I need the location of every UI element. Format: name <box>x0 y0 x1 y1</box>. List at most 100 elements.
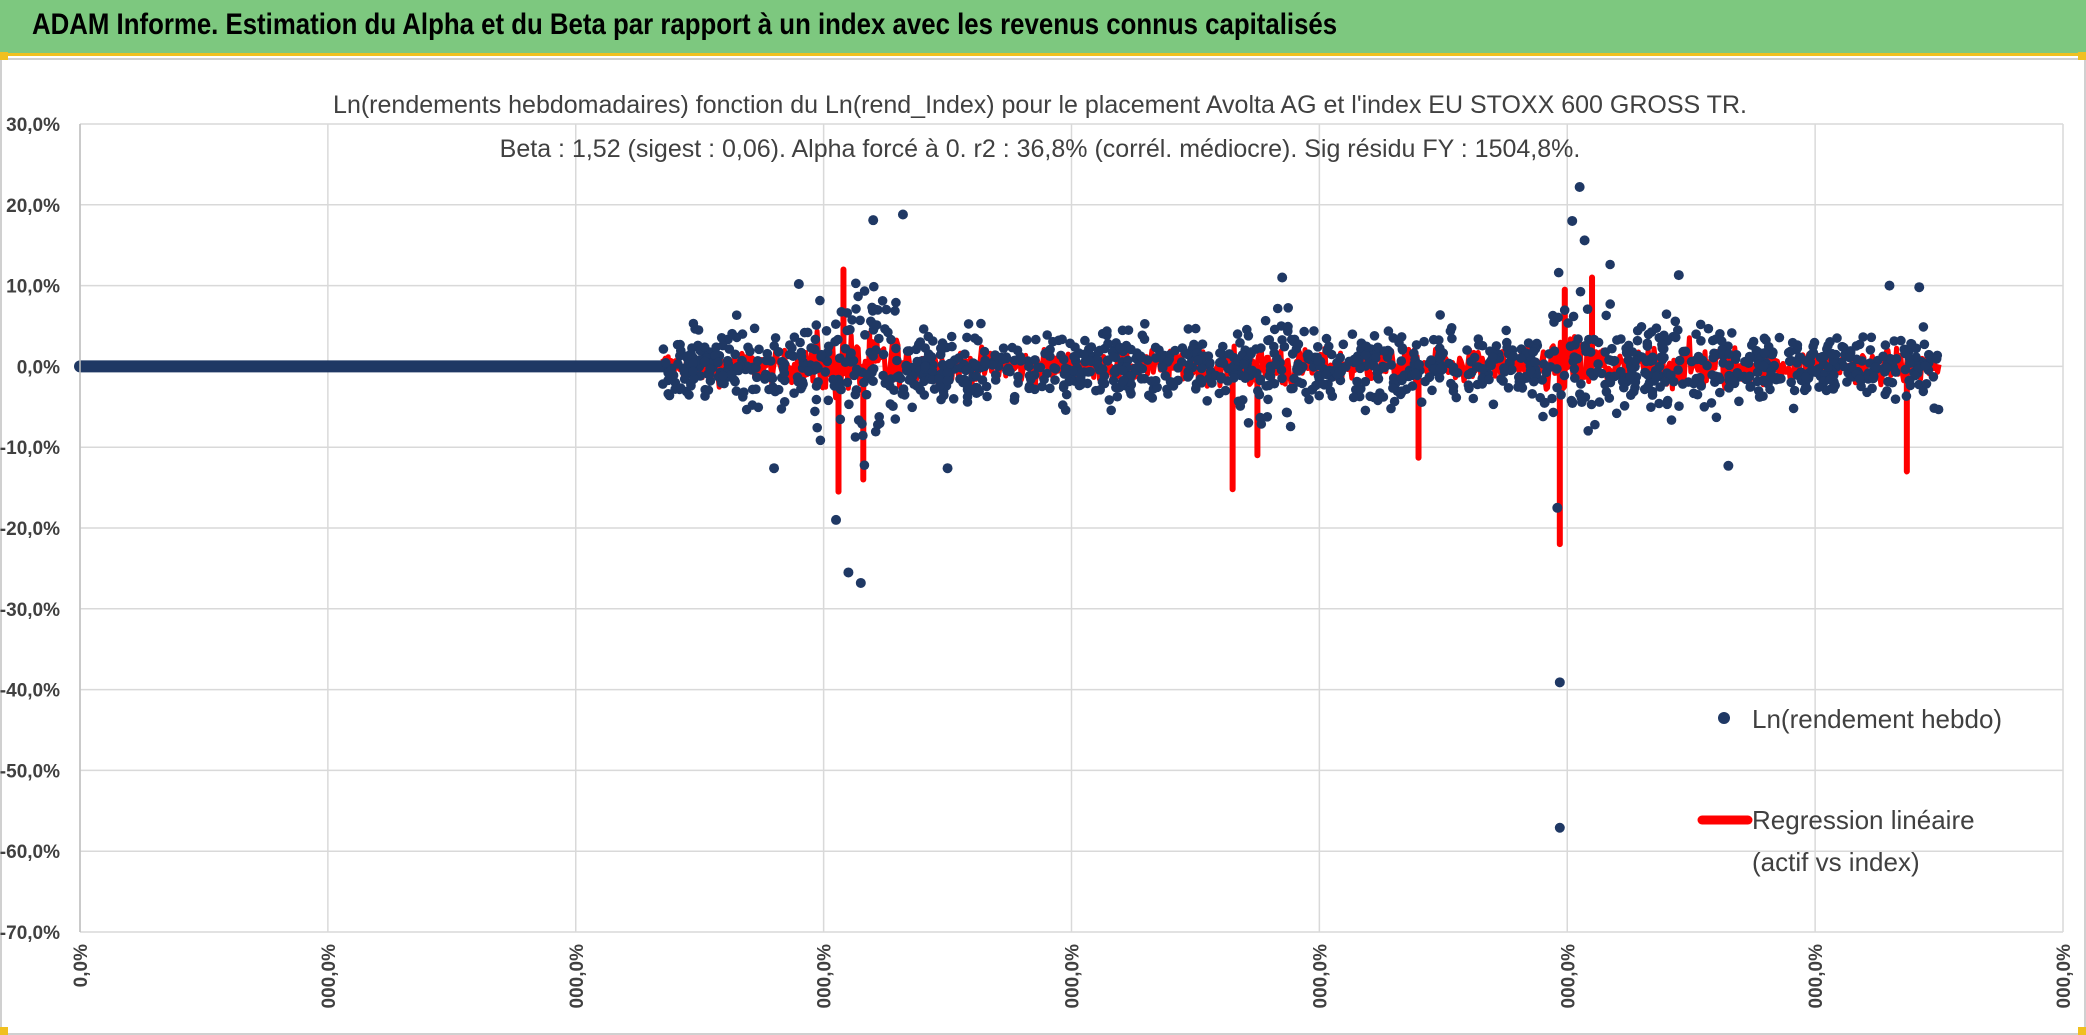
scatter-point <box>779 375 790 386</box>
scatter-point <box>1605 259 1615 270</box>
scatter-point <box>1158 362 1168 373</box>
scatter-point <box>1050 364 1061 374</box>
scatter-point <box>676 383 686 393</box>
scatter-point <box>1003 363 1014 374</box>
scatter-point <box>1075 373 1086 383</box>
scatter-point <box>851 278 861 289</box>
scatter-point <box>1788 403 1799 414</box>
scatter-point <box>1647 390 1658 400</box>
scatter-point <box>1837 341 1847 352</box>
scatter-point <box>1326 349 1337 360</box>
scatter-point <box>859 286 870 296</box>
scatter-point <box>1099 378 1110 389</box>
chart-legend: Ln(rendement hebdo) Regression linéaire … <box>1697 704 2002 877</box>
scatter-point <box>1386 403 1396 414</box>
scatter-point <box>1538 411 1548 422</box>
scatter-point <box>1868 373 1879 384</box>
legend-label-regression-1: Regression linéaire <box>1752 805 1975 835</box>
scatter-point <box>1789 385 1800 396</box>
scatter-point <box>1263 394 1273 405</box>
scatter-point <box>1632 335 1643 346</box>
scatter-point-outlier <box>942 463 953 474</box>
scatter-point <box>1321 369 1331 380</box>
scatter-point <box>733 362 743 372</box>
scatter-point <box>1262 412 1273 422</box>
scatter-point <box>833 334 843 345</box>
scatter-point <box>1389 396 1400 407</box>
y-tick-label: 20,0% <box>6 196 60 217</box>
scatter-point <box>1313 342 1323 352</box>
scatter-point <box>869 281 879 292</box>
scatter-point <box>1167 377 1178 388</box>
scatter-point <box>1702 360 1712 371</box>
scatter-point <box>1013 378 1023 388</box>
y-tick-label: 0,0% <box>17 357 60 378</box>
scatter-point <box>810 406 820 417</box>
scatter-point <box>857 419 867 429</box>
scatter-point <box>961 379 972 390</box>
scatter-point <box>658 344 669 354</box>
x-tick-label: 000,0% <box>815 944 836 1009</box>
frame-handle-top-left[interactable] <box>0 52 8 60</box>
scatter-point-outlier <box>1552 502 1563 513</box>
scatter-point <box>798 379 808 389</box>
scatter-point <box>1547 393 1557 404</box>
scatter-point <box>1285 421 1296 432</box>
scatter-point <box>1085 356 1095 366</box>
scatter-point <box>1191 384 1201 394</box>
scatter-point <box>1434 335 1444 345</box>
scatter-point <box>1484 374 1494 385</box>
frame-handle-bottom-left[interactable] <box>0 1027 8 1035</box>
scatter-point <box>1050 375 1060 385</box>
legend-label-scatter: Ln(rendement hebdo) <box>1752 704 2002 734</box>
scatter-point <box>1691 329 1701 340</box>
scatter-point <box>1786 377 1796 388</box>
scatter-point <box>1239 371 1249 382</box>
scatter-point <box>1844 352 1855 363</box>
frame-handle-bottom-right[interactable] <box>2078 1027 2086 1035</box>
scatter-point <box>1921 379 1932 389</box>
scatter-point <box>705 364 715 374</box>
scatter-point <box>1678 346 1688 357</box>
scatter-point <box>1646 402 1656 413</box>
scatter-point <box>927 365 938 376</box>
scatter-point <box>850 389 861 400</box>
scatter-point <box>963 319 974 329</box>
scatter-point <box>1632 325 1643 336</box>
scatter-point <box>1287 349 1298 359</box>
scatter-point <box>1264 380 1274 391</box>
scatter-point <box>1425 372 1435 382</box>
scatter-point <box>1774 332 1785 343</box>
scatter-point <box>1545 362 1556 372</box>
scatter-point <box>1136 374 1147 384</box>
scatter-point <box>1724 383 1734 393</box>
scatter-point <box>1525 365 1536 376</box>
scatter-point <box>688 358 698 369</box>
scatter-point <box>1611 408 1622 419</box>
scatter-point-outlier <box>1723 460 1734 471</box>
scatter-point <box>1556 390 1566 400</box>
scatter-point <box>1747 340 1757 351</box>
scatter-point <box>1847 361 1857 372</box>
frame-handle-top-right[interactable] <box>2078 52 2086 60</box>
scatter-point <box>1184 359 1194 370</box>
scatter-point <box>1711 412 1722 423</box>
scatter-point <box>1106 405 1116 416</box>
scatter-point <box>1828 384 1839 394</box>
scatter-point <box>688 366 698 377</box>
scatter-point <box>923 331 934 342</box>
scatter-point <box>1256 419 1267 429</box>
scatter-point <box>699 342 710 353</box>
scatter-point <box>1299 326 1309 337</box>
scatter-point <box>1651 323 1662 334</box>
scatter-point <box>1327 391 1338 402</box>
scatter-point <box>1605 375 1616 386</box>
scatter-point <box>1388 333 1398 343</box>
scatter-point <box>1190 323 1201 334</box>
scatter-point <box>886 334 896 345</box>
scatter-point <box>1744 351 1755 362</box>
legend-label-regression-2: (actif vs index) <box>1752 847 1920 877</box>
scatter-point <box>1348 392 1359 403</box>
scatter-point <box>1563 318 1573 328</box>
scatter-point <box>871 320 882 330</box>
